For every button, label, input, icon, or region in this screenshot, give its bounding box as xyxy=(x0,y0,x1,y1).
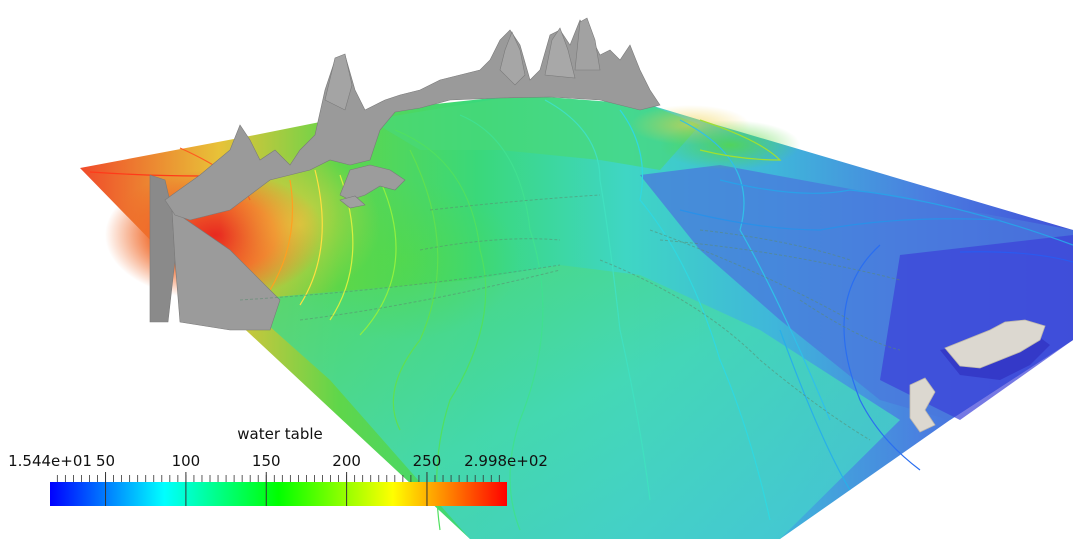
contour-line xyxy=(619,109,771,521)
contour-line xyxy=(459,114,544,531)
terrain-ridge xyxy=(164,19,661,221)
contour-line xyxy=(779,329,851,491)
terrace-line xyxy=(299,269,561,321)
contour-line xyxy=(544,99,651,501)
terrace-line xyxy=(429,194,601,211)
contour-line xyxy=(299,169,323,306)
southeast-island xyxy=(909,319,1050,433)
contour-line xyxy=(679,209,1001,231)
north-band xyxy=(370,95,700,170)
terrain-ridge-lower xyxy=(339,164,406,201)
scalar-bar-title: water table xyxy=(237,425,323,443)
scalar-bar-tick-label: 50 xyxy=(95,452,116,470)
contour-line xyxy=(843,244,921,471)
scalar-bar-tick-label: 100 xyxy=(171,452,201,470)
contour-line xyxy=(359,179,397,336)
contour-line xyxy=(719,179,1073,246)
water-table-surface xyxy=(80,95,1073,539)
color-gradient-bar xyxy=(50,482,507,506)
terrain-peak xyxy=(544,27,576,79)
contour-line xyxy=(394,129,487,531)
island-snow xyxy=(944,319,1046,369)
green-zone xyxy=(280,180,520,340)
scalar-bar-max-label: 2.998e+02 xyxy=(464,452,548,470)
scalar-bar-major-ticks xyxy=(105,472,428,506)
terrace-line xyxy=(419,238,561,251)
terrain-peak xyxy=(499,31,526,86)
terrace-line xyxy=(799,299,901,351)
contour-line xyxy=(392,149,439,431)
deep-blue-zone xyxy=(880,235,1073,420)
scalar-bar-tick-label: 200 xyxy=(332,452,361,470)
scalar-bar-tick-label: 250 xyxy=(412,452,442,470)
contour-line xyxy=(269,179,294,291)
terrace-line xyxy=(659,239,901,281)
terrain-wall xyxy=(171,209,281,331)
scalar-bar-tick-label: 150 xyxy=(251,452,281,470)
terrain-patch xyxy=(339,195,366,209)
contour-lines xyxy=(89,99,1073,531)
island-snow xyxy=(909,377,936,433)
terrain-terraces xyxy=(239,194,901,441)
terrace-line xyxy=(239,264,561,301)
contour-line xyxy=(959,251,1073,263)
terrace-line xyxy=(699,229,851,261)
scalar-bar-min-label: 1.544e+01 xyxy=(8,452,92,470)
scalar-bar xyxy=(50,472,507,506)
contour-line xyxy=(699,119,782,161)
contour-line xyxy=(679,119,831,421)
terrain-relief xyxy=(149,17,661,331)
terrain-peak xyxy=(574,17,601,71)
terrain-peak xyxy=(324,53,353,111)
northeast-green-zone xyxy=(660,120,800,170)
